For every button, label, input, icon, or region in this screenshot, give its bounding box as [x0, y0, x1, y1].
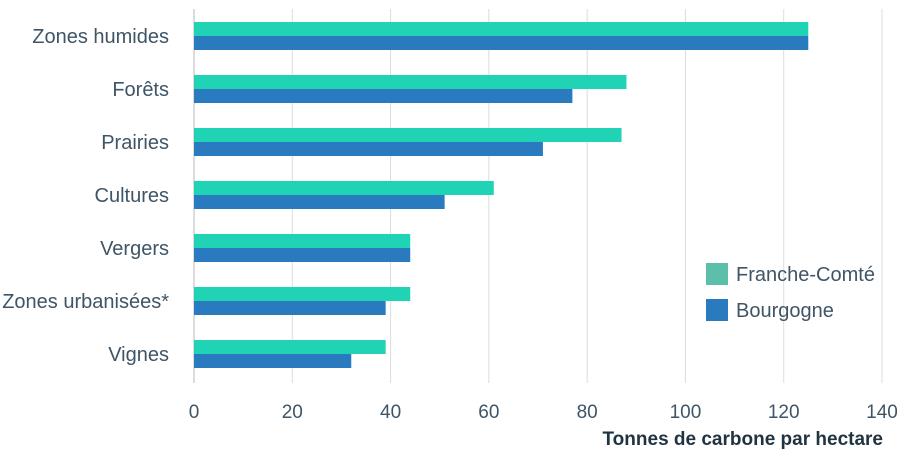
legend: Franche-Comté Bourgogne	[706, 263, 875, 322]
legend-label-franche-comte: Franche-Comté	[736, 264, 875, 286]
bar-franche-comte-zones-urbanisees	[194, 287, 411, 301]
category-label-prairies: Prairies	[101, 132, 169, 154]
bar-bourgogne-forets	[194, 89, 573, 103]
bar-bourgogne-zones-humides	[194, 36, 809, 50]
bar-bourgogne-vignes	[194, 354, 352, 368]
bar-franche-comte-zones-humides	[194, 22, 809, 36]
category-label-vignes: Vignes	[108, 344, 169, 366]
x-tick-label-40: 40	[380, 402, 401, 423]
bar-bourgogne-zones-urbanisees	[194, 301, 386, 315]
x-tick-label-140: 140	[866, 402, 898, 423]
bar-bourgogne-cultures	[194, 195, 445, 209]
x-tick-label-0: 0	[189, 402, 200, 423]
x-tick-labels: 0 20 40 60 80 100 120 140	[189, 402, 898, 423]
bars	[194, 22, 809, 368]
x-tick-label-60: 60	[478, 402, 499, 423]
bar-franche-comte-cultures	[194, 181, 494, 195]
bar-franche-comte-vergers	[194, 234, 411, 248]
bar-bourgogne-vergers	[194, 248, 411, 262]
bar-bourgogne-prairies	[194, 142, 543, 156]
category-label-zones-humides: Zones humides	[32, 26, 169, 48]
legend-label-bourgogne: Bourgogne	[736, 300, 834, 322]
category-label-vergers: Vergers	[100, 238, 169, 260]
x-tick-label-20: 20	[282, 402, 303, 423]
x-tick-label-80: 80	[577, 402, 598, 423]
legend-swatch-bourgogne	[706, 299, 728, 321]
category-label-zones-urbanisees: Zones urbanisées*	[2, 291, 169, 313]
x-axis-title: Tonnes de carbone par hectare	[602, 429, 883, 450]
category-label-cultures: Cultures	[95, 185, 169, 207]
bar-franche-comte-vignes	[194, 340, 386, 354]
x-tick-label-120: 120	[768, 402, 800, 423]
legend-swatch-franche-comte	[706, 263, 728, 285]
bar-franche-comte-forets	[194, 75, 627, 89]
category-labels: Zones humides Forêts Prairies Cultures Verge…	[2, 26, 169, 366]
x-tick-label-100: 100	[670, 402, 702, 423]
category-label-forets: Forêts	[112, 79, 169, 101]
bar-franche-comte-prairies	[194, 128, 622, 142]
